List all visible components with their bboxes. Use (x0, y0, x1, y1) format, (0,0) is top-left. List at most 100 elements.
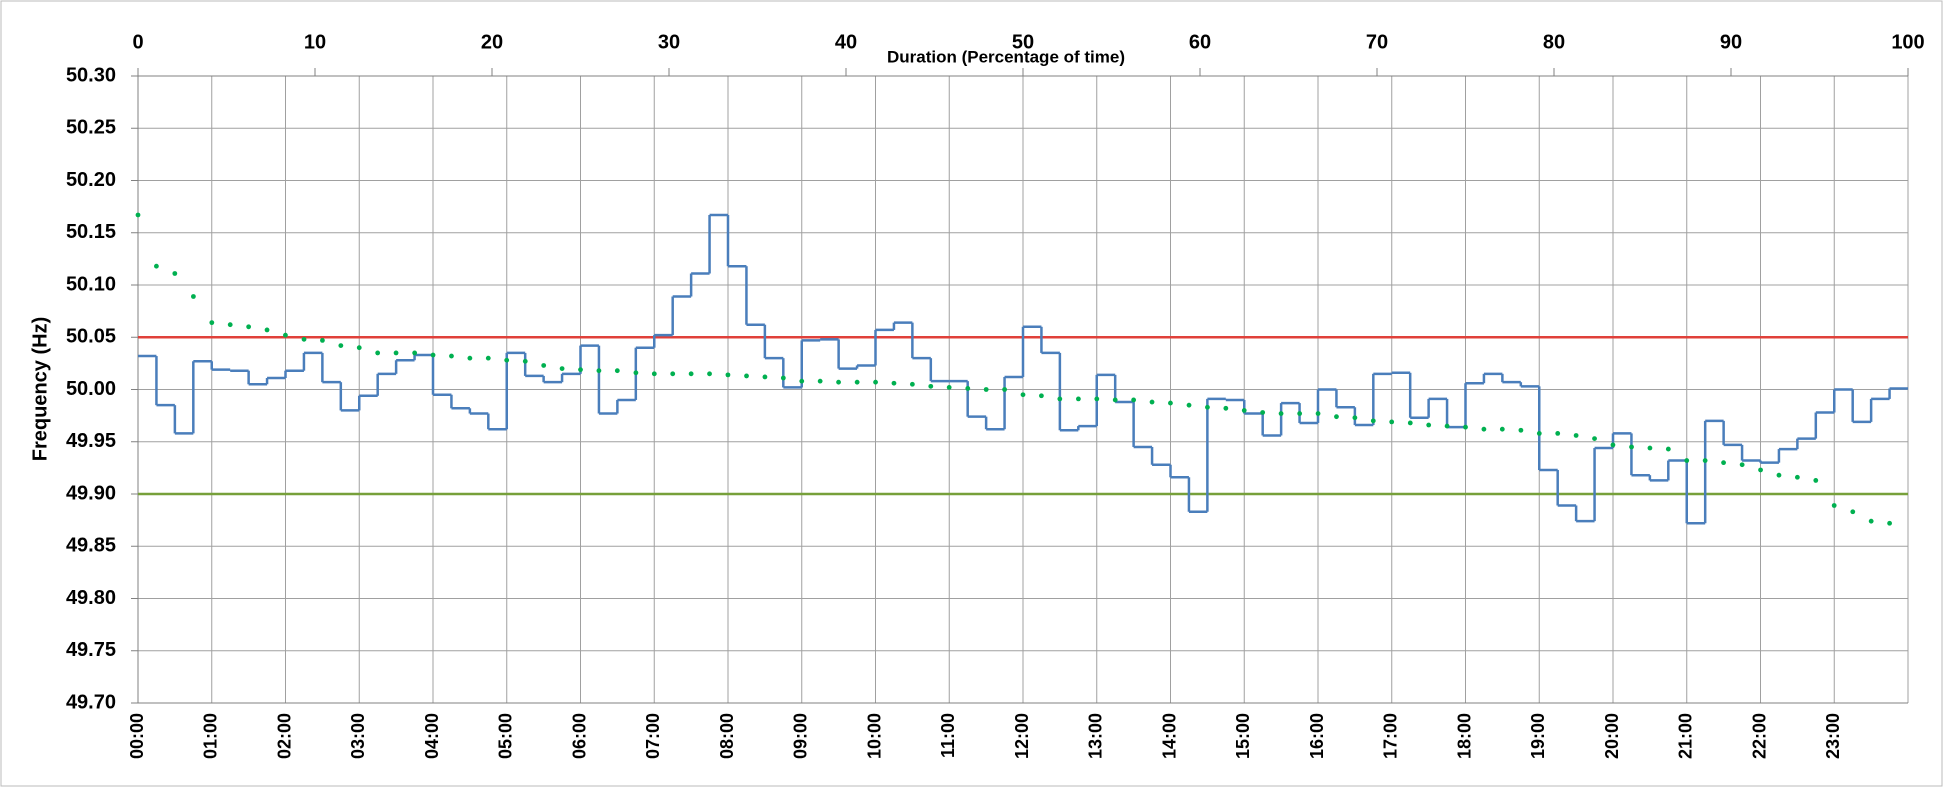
x-tick-label: 21:00 (1676, 713, 1696, 759)
y-tick-label: 49.95 (66, 430, 116, 452)
duration-point (688, 371, 694, 377)
x2-tick-label: 40 (835, 31, 857, 53)
duration-point (1592, 436, 1597, 442)
duration-point (891, 380, 897, 386)
duration-point (707, 371, 712, 377)
x-tick-label: 02:00 (274, 713, 294, 759)
duration-point (1610, 442, 1616, 448)
duration-point (301, 336, 307, 342)
duration-point (1758, 467, 1763, 473)
x2-axis-title: Duration (Percentage of time) (887, 47, 1125, 66)
duration-point (393, 350, 399, 356)
duration-point (1241, 408, 1247, 413)
duration-point (375, 350, 381, 356)
y-tick-label: 49.90 (66, 482, 116, 504)
duration-point (541, 363, 547, 368)
duration-point (780, 375, 786, 381)
x-tick-label: 20:00 (1602, 713, 1622, 759)
duration-point (1315, 411, 1321, 416)
duration-point (412, 350, 418, 356)
x-tick-label: 19:00 (1528, 713, 1548, 759)
duration-point (449, 353, 454, 359)
duration-point (1794, 474, 1800, 480)
y-tick-label: 50.15 (66, 221, 116, 243)
duration-point (1481, 426, 1487, 432)
duration-point (633, 370, 639, 376)
x-tick-label: 09:00 (791, 713, 811, 759)
x-tick-label: 04:00 (422, 713, 442, 759)
duration-point (1223, 405, 1229, 411)
duration-point (1057, 396, 1063, 402)
duration-point (283, 332, 288, 338)
x-tick-label: 13:00 (1086, 713, 1106, 759)
duration-point (596, 368, 602, 374)
x-tick-label: 22:00 (1749, 713, 1769, 759)
x2-tick-label: 30 (658, 31, 680, 53)
duration-point (1629, 444, 1634, 450)
duration-point (1389, 419, 1395, 425)
duration-point (762, 374, 768, 380)
duration-point (1260, 410, 1266, 415)
x-tick-label: 05:00 (496, 713, 516, 759)
duration-point (1573, 433, 1579, 438)
duration-point (191, 294, 196, 299)
duration-point (356, 345, 362, 351)
duration-point (578, 367, 583, 373)
duration-point (1205, 404, 1210, 410)
duration-point (1776, 472, 1782, 478)
y-tick-label: 49.85 (66, 535, 116, 557)
duration-point (1370, 418, 1376, 424)
x-tick-label: 08:00 (717, 713, 737, 759)
duration-point (522, 358, 528, 364)
duration-point (1112, 397, 1118, 403)
duration-point (1702, 458, 1708, 463)
x2-tick-label: 80 (1543, 31, 1565, 53)
y-tick-label: 49.80 (66, 587, 116, 609)
duration-point (320, 337, 325, 343)
duration-point (1536, 430, 1542, 436)
duration-point (467, 355, 473, 361)
duration-point (1076, 396, 1081, 402)
x-tick-label: 03:00 (348, 713, 368, 759)
duration-point (946, 385, 952, 390)
x-tick-label: 00:00 (127, 713, 147, 759)
duration-point (1020, 392, 1026, 398)
x-tick-label: 10:00 (864, 713, 884, 759)
duration-point (1278, 411, 1284, 416)
y-tick-label: 49.75 (66, 639, 116, 661)
x-tick-label: 12:00 (1012, 713, 1032, 759)
x-tick-label: 14:00 (1159, 713, 1179, 759)
duration-point (1094, 396, 1100, 402)
x-tick-label: 07:00 (643, 713, 663, 759)
y-axis-title: Frequency (Hz) (29, 317, 51, 461)
duration-point (1186, 402, 1192, 408)
duration-point (983, 387, 989, 392)
duration-point (1850, 509, 1856, 515)
duration-point (1407, 420, 1413, 426)
duration-point (1131, 397, 1137, 403)
duration-point (1444, 423, 1450, 429)
duration-point (1149, 399, 1155, 405)
duration-point (154, 263, 159, 269)
y-tick-label: 50.05 (66, 326, 116, 348)
duration-point (744, 373, 749, 379)
x-tick-label: 23:00 (1823, 713, 1843, 759)
x-tick-label: 11:00 (938, 713, 958, 758)
duration-point (1739, 462, 1745, 468)
y-tick-label: 50.20 (66, 169, 116, 191)
duration-point (799, 378, 805, 384)
duration-point (430, 352, 436, 358)
duration-point (1555, 430, 1561, 436)
x2-tick-label: 50 (1012, 31, 1034, 53)
duration-point (651, 371, 657, 377)
duration-point (1002, 387, 1007, 392)
y-tick-label: 50.25 (66, 117, 116, 139)
duration-point (873, 379, 878, 385)
x2-tick-label: 100 (1891, 31, 1924, 53)
duration-point (338, 343, 344, 349)
duration-point (965, 386, 971, 391)
duration-point (614, 368, 620, 374)
duration-point (209, 320, 215, 326)
duration-point (1297, 411, 1303, 416)
